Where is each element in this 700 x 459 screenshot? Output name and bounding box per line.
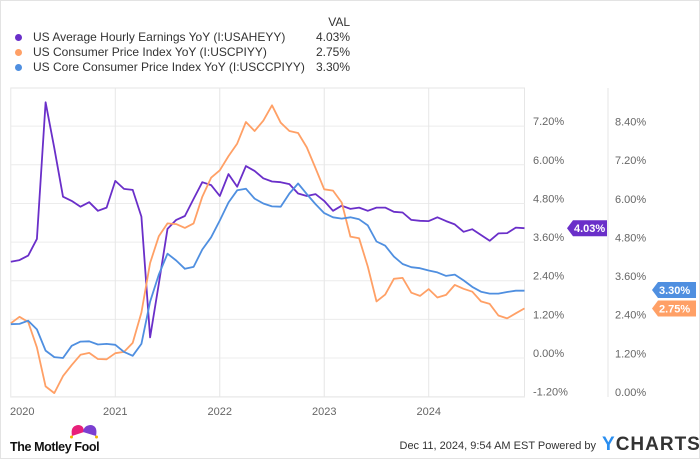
right-axis-tick-label: 6.00% bbox=[615, 194, 646, 206]
timestamp: Dec 11, 2024, 9:54 AM EST Powered by bbox=[399, 440, 597, 452]
x-axis-tick-label: 2021 bbox=[103, 406, 127, 418]
legend-item-value: 3.30% bbox=[315, 60, 350, 74]
series-dot-icon bbox=[15, 64, 22, 71]
series-line-cpi bbox=[10, 104, 525, 394]
legend-item-name: US Core Consumer Price Index YoY (I:USCC… bbox=[33, 60, 305, 74]
last-value-flag-label: 3.30% bbox=[659, 285, 690, 297]
jester-bell-icon bbox=[70, 435, 73, 439]
ycharts-logo-y: Y bbox=[602, 434, 616, 455]
legend-item-name: US Consumer Price Index YoY (I:USCPIYY) bbox=[33, 45, 267, 59]
legend-value-header: VAL bbox=[328, 15, 350, 29]
legend-item-value: 2.75% bbox=[315, 45, 350, 59]
right-axis-tick-label: 0.00% bbox=[615, 387, 646, 399]
jester-hat-left-icon bbox=[71, 425, 84, 436]
motley-fool-logo-text: The Motley Fool bbox=[10, 440, 100, 454]
x-axis-tick-label: 2022 bbox=[208, 406, 232, 418]
legend-item-name: US Average Hourly Earnings YoY (I:USAHEY… bbox=[33, 30, 286, 44]
left-axis-tick-label: 4.80% bbox=[533, 193, 564, 205]
left-axis-tick-label: 3.60% bbox=[533, 232, 564, 244]
right-axis-tick-label: 2.40% bbox=[615, 310, 646, 322]
jester-hat-right-icon bbox=[83, 425, 97, 436]
right-axis-tick-label: 7.20% bbox=[615, 155, 646, 167]
right-axis-tick-label: 4.80% bbox=[615, 232, 646, 244]
last-value-flag-label: 4.03% bbox=[574, 223, 605, 235]
left-axis-tick-label: 0.00% bbox=[533, 348, 564, 360]
ycharts-logo-text: CHARTS bbox=[615, 434, 700, 455]
last-value-flag-cpi bbox=[652, 300, 696, 317]
right-axis-tick-label: 8.40% bbox=[615, 117, 646, 129]
left-axis-tick-label: 2.40% bbox=[533, 271, 564, 283]
last-value-flag-core-cpi bbox=[652, 282, 696, 298]
series-line-earnings bbox=[10, 101, 525, 339]
ycharts-logo[interactable]: YCHARTS bbox=[602, 434, 700, 456]
left-axis-tick-label: -1.20% bbox=[533, 387, 568, 399]
left-axis-tick-label: 6.00% bbox=[533, 155, 564, 167]
series-line-core-cpi bbox=[10, 182, 525, 359]
last-value-flag-earnings bbox=[567, 220, 607, 237]
x-axis-tick-label: 2023 bbox=[312, 406, 336, 418]
left-axis-tick-label: 7.20% bbox=[533, 116, 564, 128]
x-axis-tick-label: 2020 bbox=[10, 406, 34, 418]
series-dot-icon bbox=[15, 34, 22, 41]
last-value-flag-label: 2.75% bbox=[659, 304, 690, 316]
legend-item-value: 4.03% bbox=[315, 30, 350, 44]
right-axis-tick-label: 1.20% bbox=[615, 348, 646, 360]
x-axis-tick-label: 2024 bbox=[416, 406, 440, 418]
series-dot-icon bbox=[15, 49, 22, 56]
left-axis-tick-label: 1.20% bbox=[533, 309, 564, 321]
right-axis-tick-label: 3.60% bbox=[615, 271, 646, 283]
jester-bell-icon bbox=[95, 435, 98, 439]
